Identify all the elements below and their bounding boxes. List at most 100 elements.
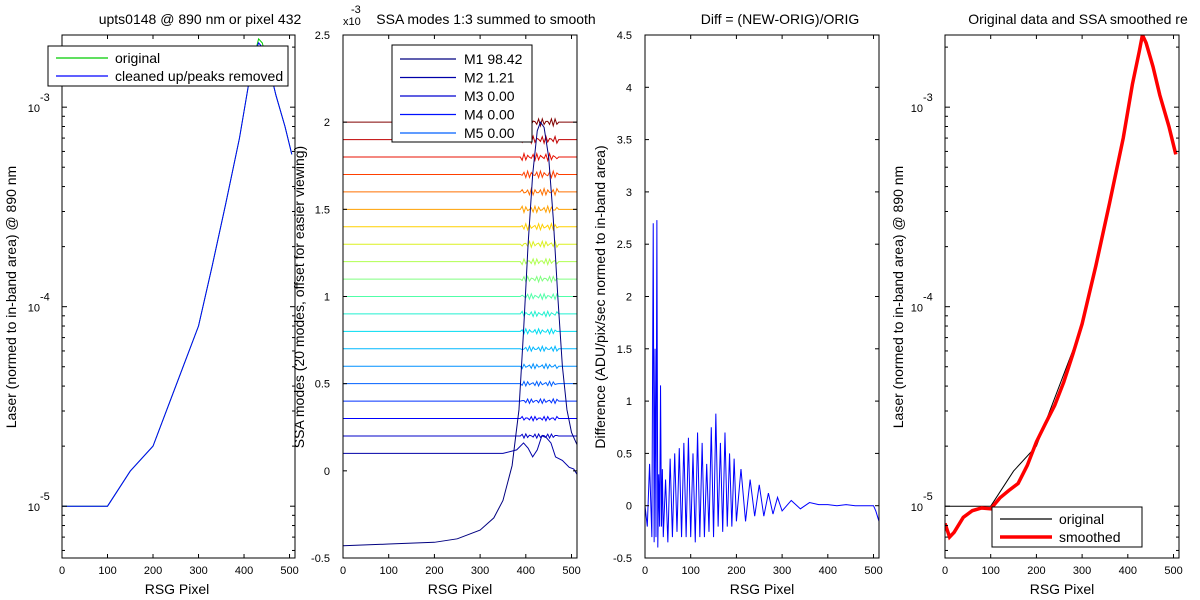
- panel-4-xtick-label: 500: [1164, 565, 1182, 577]
- panel-1-ylabel: Laser (normed to in-band area) @ 890 nm: [3, 166, 19, 428]
- panel-2-xlabel: RSG Pixel: [428, 581, 493, 597]
- panel-3-ytick-label: 0.5: [617, 448, 632, 460]
- panel-3-ytick-label: 1: [626, 396, 632, 408]
- panel-3-xtick-label: 400: [819, 565, 837, 577]
- panel-4-smoothed: Original data and SSA smoothed re RSG Pi…: [890, 11, 1188, 597]
- panel-4-xtick-label: 0: [942, 565, 948, 577]
- panel-4-ytick-label: 10: [911, 103, 923, 115]
- panel-2-offset-mode-3: [343, 380, 577, 388]
- panel-1-legend-box: [47, 45, 289, 87]
- panel-2-offset-mode-0: [343, 432, 577, 440]
- panel-4-legend-label-0: original: [1059, 511, 1104, 527]
- panel-2-offset-mode-6: [343, 327, 577, 336]
- panel-2-legend-label-1: M2 1.21: [464, 70, 515, 86]
- panel-3-series-0: [645, 220, 879, 548]
- panel-2-scale-base: x10: [343, 16, 361, 28]
- panel-3-ytick-label: 1.5: [617, 344, 632, 356]
- panel-4-ytick-label: 10: [911, 303, 923, 315]
- panel-1-legend-label-0: original: [115, 50, 160, 66]
- panel-4-xtick-label: 200: [1027, 565, 1045, 577]
- panel-4-legend-box: [991, 506, 1143, 548]
- panel-4-title: Original data and SSA smoothed re: [968, 11, 1188, 27]
- panel-2-offset-mode-11: [343, 239, 577, 249]
- panel-2-ytick-label: 1: [324, 292, 330, 304]
- panel-4-xlabel: RSG Pixel: [1030, 581, 1095, 597]
- panel-4-ytick-label: 10: [911, 502, 923, 514]
- panel-3-ytick-label: 0: [626, 501, 632, 513]
- panel-1-frame: [61, 34, 296, 559]
- panel-2-legend-label-3: M4 0.00: [464, 107, 515, 123]
- panel-2-ytick-label: 2.5: [315, 30, 330, 42]
- panel-2-xtick-label: 0: [340, 565, 346, 577]
- panel-3-title: Diff = (NEW-ORIG)/ORIG: [701, 11, 860, 27]
- panel-4-ylabel: Laser (normed to in-band area) @ 890 nm: [890, 166, 906, 428]
- panel-2-offset-mode-8: [343, 292, 577, 301]
- panel-2-legend-label-0: M1 98.42: [464, 51, 523, 67]
- panel-3-difference: Diff = (NEW-ORIG)/ORIG RSG Pixel Differe…: [592, 11, 883, 597]
- panel-1-ytick-label: 10: [28, 502, 40, 514]
- panel-2-ytick-label: 1.5: [315, 204, 330, 216]
- panel-1-xtick-label: 400: [235, 565, 253, 577]
- panel-1-ytick-exp: -5: [40, 491, 50, 503]
- panel-2-offset-mode-9: [343, 274, 577, 284]
- panel-2-offset-mode-14: [343, 186, 577, 197]
- panel-1-series-1: [62, 41, 293, 507]
- panel-2-mode-1: [343, 121, 577, 547]
- panel-2-legend-label-4: M5 0.00: [464, 125, 515, 141]
- panel-2-scale-exp: -3: [351, 4, 361, 16]
- panel-4-ytick-exp: -5: [923, 491, 933, 503]
- panel-3-xtick-label: 100: [682, 565, 700, 577]
- panel-3-ytick-label: 4: [626, 82, 632, 94]
- panel-4-xtick-label: 300: [1073, 565, 1091, 577]
- panel-1-xtick-label: 200: [144, 565, 162, 577]
- panel-2-title: SSA modes 1:3 summed to smooth: [376, 11, 595, 27]
- panel-2-offset-mode-1: [343, 415, 577, 422]
- panel-2-ytick-label: 2: [324, 117, 330, 129]
- panel-2-offset-mode-5: [343, 344, 577, 353]
- panel-2-xtick-label: 500: [562, 565, 580, 577]
- panel-1-title: upts0148 @ 890 nm or pixel 432: [99, 11, 302, 27]
- panel-3-ytick-label: 3.5: [617, 135, 632, 147]
- panel-2-offset-mode-13: [343, 204, 577, 215]
- panel-4-series-1: [945, 35, 1178, 541]
- panel-2-ytick-label: 0: [324, 466, 330, 478]
- panel-3-xlabel: RSG Pixel: [730, 581, 795, 597]
- panel-1-xtick-label: 0: [59, 565, 65, 577]
- panel-2-ylabel: SSA modes (20 modes, offset for easier v…: [291, 146, 307, 448]
- panel-3-ytick-label: 2: [626, 292, 632, 304]
- panel-2-ytick-label: -0.5: [311, 553, 330, 565]
- panel-2-offset-mode-7: [343, 309, 577, 318]
- panel-2-xtick-label: 400: [517, 565, 535, 577]
- panel-4-xtick-label: 100: [982, 565, 1000, 577]
- panel-2-offset-mode-12: [343, 222, 577, 232]
- panel-1-xtick-label: 300: [189, 565, 207, 577]
- panel-1-legend-label-1: cleaned up/peaks removed: [115, 68, 283, 84]
- panel-2-legend-box: [391, 44, 533, 143]
- panel-1-xtick-label: 500: [280, 565, 298, 577]
- panel-4-ytick-exp: -4: [923, 292, 933, 304]
- panel-3-ytick-label: 3: [626, 187, 632, 199]
- panel-2-xtick-label: 200: [425, 565, 443, 577]
- panel-2-offset-mode-16: [343, 151, 577, 163]
- panel-4-legend-label-1: smoothed: [1059, 529, 1120, 545]
- panel-1-ytick-label: 10: [28, 303, 40, 315]
- panel-4-xtick-label: 400: [1119, 565, 1137, 577]
- panel-2-xtick-label: 100: [380, 565, 398, 577]
- panel-4-frame: [944, 34, 1180, 559]
- panel-2-ssa-modes: SSA modes 1:3 summed to smooth RSG Pixel…: [291, 4, 596, 597]
- panel-3-ylabel: Difference (ADU/pix/sec normed to in-ban…: [592, 145, 608, 448]
- panel-2-offset-mode-2: [343, 397, 577, 405]
- panel-2-xtick-label: 300: [471, 565, 489, 577]
- panel-4-ytick-exp: -3: [923, 92, 933, 104]
- panel-1-ytick-exp: -4: [40, 292, 50, 304]
- panel-1-ytick-exp: -3: [40, 92, 50, 104]
- panel-1-xtick-label: 100: [98, 565, 116, 577]
- panel-3-xtick-label: 300: [773, 565, 791, 577]
- panel-2-ytick-label: 0.5: [315, 379, 330, 391]
- panel-1-laser-original: upts0148 @ 890 nm or pixel 432 RSG Pixel…: [3, 11, 301, 597]
- panel-2-offset-mode-15: [343, 169, 577, 180]
- panel-1-ytick-label: 10: [28, 103, 40, 115]
- panel-3-xtick-label: 200: [727, 565, 745, 577]
- panel-2-mode-2: [343, 435, 577, 475]
